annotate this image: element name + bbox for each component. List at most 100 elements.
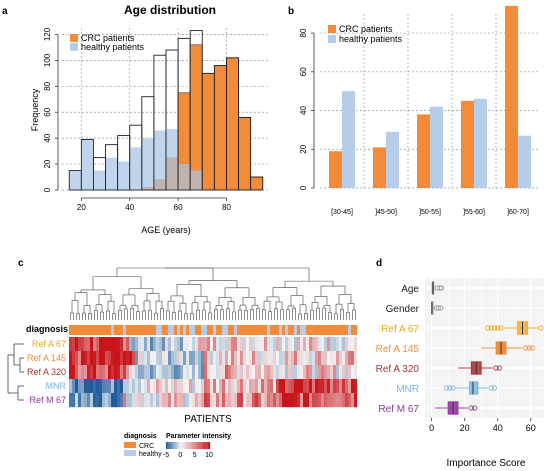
heat-cell-r3-c61 [252, 379, 256, 394]
heat-cell-r0-c6 [87, 337, 91, 352]
heat-cell-r2-c83 [318, 365, 322, 380]
heat-cell-r2-c3 [78, 365, 82, 380]
bar-b-crc-4 [505, 5, 518, 188]
row-label-0: Ref A 67 [32, 339, 66, 349]
heat-cell-r4-c13 [108, 393, 112, 408]
heat-cell-r3-c68 [273, 379, 277, 394]
heat-cell-r3-c13 [108, 379, 112, 394]
heat-cell-r1-c49 [216, 351, 220, 366]
heat-cell-r0-c51 [222, 337, 226, 352]
heat-cell-r3-c22 [135, 379, 139, 394]
chart-a-legend: CRC patients healthy patients [70, 33, 145, 52]
heat-cell-r2-c36 [177, 365, 181, 380]
outlier-1-2 [438, 305, 444, 311]
diagnosis-cell-21 [132, 325, 136, 335]
bar-a-crc-14 [238, 117, 251, 191]
heat-cell-r1-c88 [333, 351, 337, 366]
diagnosis-cell-8 [93, 325, 97, 335]
bar-a-crc-15 [250, 176, 264, 191]
heat-cell-r1-c55 [234, 351, 238, 366]
heat-cell-r2-c6 [87, 365, 91, 380]
diagnosis-cell-69 [276, 325, 280, 335]
heat-cell-r0-c13 [108, 337, 112, 352]
heat-cell-r1-c85 [324, 351, 328, 366]
diagnosis-cell-80 [309, 325, 313, 335]
heat-cell-r2-c13 [108, 365, 112, 380]
colorbar-cell-10 [177, 442, 179, 449]
bar-a-total-15 [250, 176, 264, 191]
heat-cell-r2-c16 [117, 365, 121, 380]
heat-cell-r4-c92 [345, 393, 349, 408]
diagnosis-cell-92 [345, 325, 349, 335]
colorbar-cell-5 [171, 442, 173, 449]
heat-cell-r3-c45 [204, 379, 208, 394]
heat-cell-r2-c78 [303, 365, 307, 380]
heat-cell-r1-c43 [198, 351, 202, 366]
heat-cell-r2-c10 [99, 365, 103, 380]
heat-cell-r4-c36 [177, 393, 181, 408]
heat-cell-r1-c90 [339, 351, 343, 366]
outlier-6-1 [471, 405, 478, 411]
heat-cell-r4-c81 [312, 393, 316, 408]
panel-c-heatmap: c diagnosis Ref A 67 Ref A 145 Ref A 320 MN… [7, 258, 358, 459]
heat-cell-r3-c51 [222, 379, 226, 394]
heat-cell-r4-c22 [135, 393, 139, 408]
heat-cell-r3-c73 [288, 379, 292, 394]
heat-cell-r2-c92 [345, 365, 349, 380]
heat-cell-r0-c23 [138, 337, 142, 352]
colorbar-tick-3: 10 [205, 452, 213, 459]
heat-cell-r4-c46 [207, 393, 211, 408]
heat-cell-r2-c7 [90, 365, 94, 380]
tick-label-b-x-3: ]55-60] [463, 209, 485, 216]
heat-cell-r2-c66 [267, 365, 271, 380]
heat-cell-r3-c62 [255, 379, 259, 394]
tick-label-a-x-3: 80 [222, 203, 231, 212]
heat-cell-r1-c34 [171, 351, 175, 366]
bar-a-healthy-3 [105, 157, 118, 190]
heat-cell-r0-c19 [126, 337, 130, 352]
colorbar-cell-23 [191, 442, 193, 449]
heat-cell-r3-c63 [258, 379, 262, 394]
heat-cell-r2-c21 [132, 365, 136, 380]
heat-cell-r4-c61 [252, 393, 256, 408]
chart-b-axes: [30-45]]45-50]]50-55]]55-60]]60-70] 0 20 40… [299, 28, 529, 216]
diagnosis-cell-26 [147, 325, 151, 335]
heat-cell-r1-c33 [168, 351, 172, 366]
heat-cell-r1-c15 [114, 351, 118, 366]
heat-cell-r2-c86 [327, 365, 331, 380]
heat-cell-r2-c56 [237, 365, 241, 380]
heat-cell-r3-c33 [168, 379, 172, 394]
heat-cell-r2-c52 [225, 365, 229, 380]
heat-cell-r1-c19 [126, 351, 130, 366]
bar-a-total-14 [238, 116, 252, 191]
colorbar-cell-20 [188, 442, 190, 449]
heat-cell-r3-c17 [120, 379, 124, 394]
heat-cell-r4-c53 [228, 393, 232, 408]
diagnosis-cell-88 [333, 325, 337, 335]
diagnosis-cell-34 [171, 325, 175, 335]
heat-cell-r0-c50 [219, 337, 223, 352]
heat-cell-r0-c43 [198, 337, 202, 352]
heat-cell-r4-c87 [330, 393, 334, 408]
diagnosis-cell-5 [84, 325, 88, 335]
heat-cell-r0-c11 [102, 337, 106, 352]
tick-label-a-y-2: 40 [43, 133, 52, 142]
heat-cell-r0-c5 [84, 337, 88, 352]
diagnosis-cell-6 [87, 325, 91, 335]
heat-cell-r1-c58 [243, 351, 247, 366]
heat-cell-r4-c95 [354, 393, 358, 408]
heat-cell-r3-c53 [228, 379, 232, 394]
heat-cell-r3-c94 [351, 379, 355, 394]
diagnosis-cell-93 [348, 325, 352, 335]
colorbar-cell-34 [203, 442, 205, 449]
heat-cell-r3-c44 [201, 379, 205, 394]
diagnosis-cell-63 [258, 325, 262, 335]
heat-cell-r4-c67 [270, 393, 274, 408]
outlier-1-1 [435, 305, 441, 311]
heat-cell-r4-c5 [84, 393, 88, 408]
heat-cell-r0-c95 [354, 337, 358, 352]
heat-cell-r3-c80 [309, 379, 313, 394]
heat-cell-r4-c75 [294, 393, 298, 408]
outlier-2-2 [491, 325, 498, 331]
heat-cell-r0-c61 [252, 337, 256, 352]
